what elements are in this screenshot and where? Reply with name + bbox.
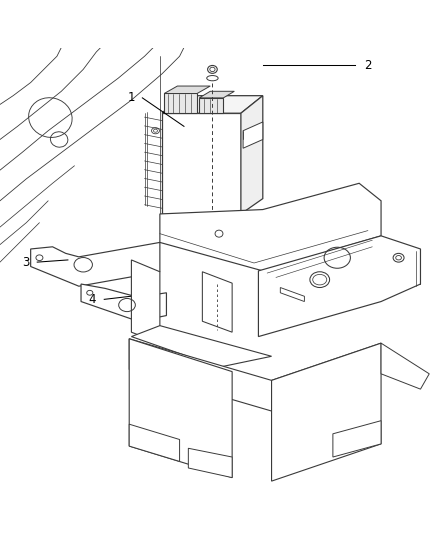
Polygon shape: [272, 343, 381, 481]
Polygon shape: [81, 284, 166, 321]
Polygon shape: [202, 272, 232, 332]
Ellipse shape: [207, 76, 218, 81]
Polygon shape: [258, 236, 420, 336]
Polygon shape: [164, 93, 197, 113]
Polygon shape: [333, 421, 381, 457]
Ellipse shape: [393, 253, 404, 262]
Polygon shape: [162, 113, 241, 214]
Polygon shape: [199, 91, 234, 98]
Polygon shape: [164, 86, 210, 93]
Polygon shape: [31, 243, 160, 286]
Polygon shape: [188, 448, 232, 478]
Text: 1: 1: [127, 91, 135, 104]
Ellipse shape: [208, 66, 217, 74]
Polygon shape: [131, 260, 160, 343]
Polygon shape: [131, 326, 272, 367]
Polygon shape: [381, 343, 429, 389]
Polygon shape: [241, 96, 263, 214]
Text: 3: 3: [22, 256, 29, 269]
Text: 2: 2: [364, 59, 372, 71]
Polygon shape: [160, 183, 381, 271]
Text: 4: 4: [88, 293, 96, 306]
Polygon shape: [129, 424, 180, 462]
Polygon shape: [162, 96, 263, 113]
Polygon shape: [243, 122, 263, 148]
Polygon shape: [129, 339, 232, 478]
Polygon shape: [280, 287, 304, 302]
Polygon shape: [129, 339, 381, 411]
Polygon shape: [199, 98, 223, 113]
